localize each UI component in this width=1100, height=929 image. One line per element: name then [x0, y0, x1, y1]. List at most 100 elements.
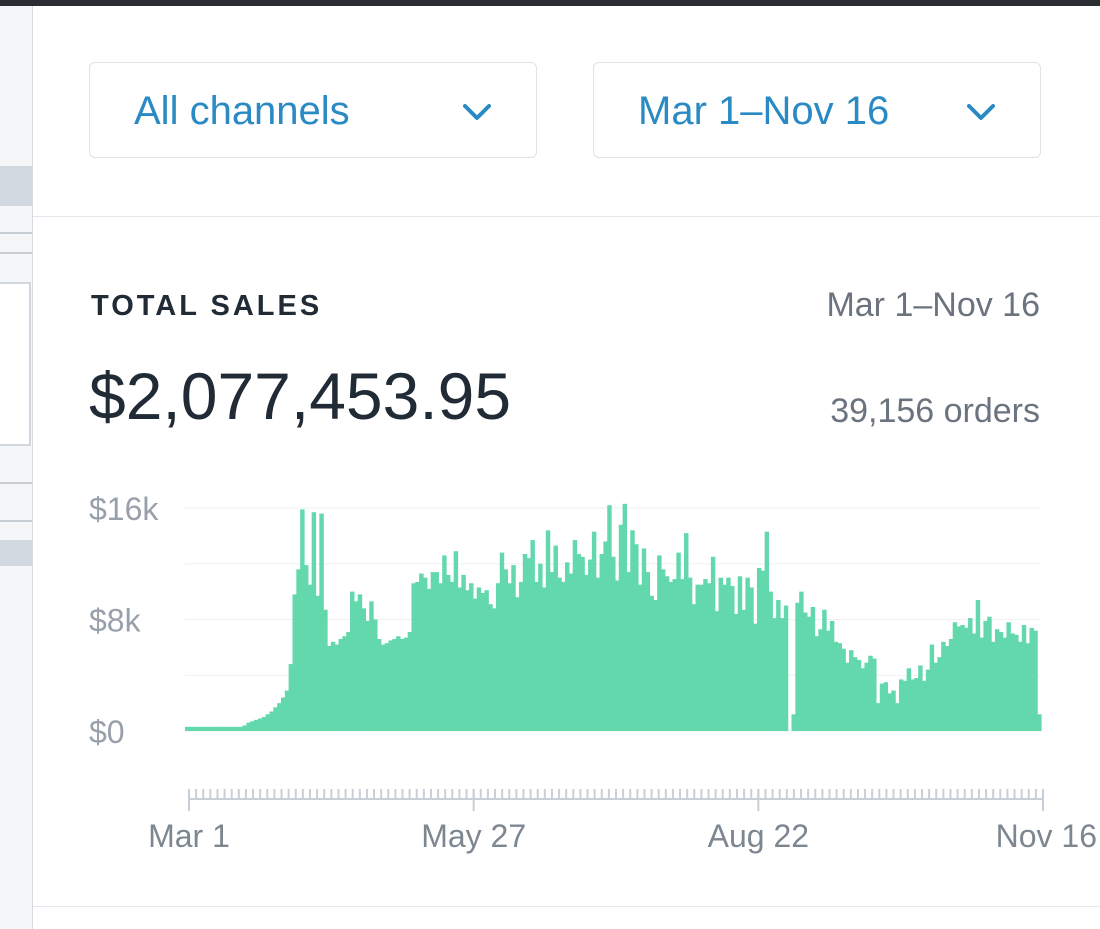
bar [565, 562, 570, 731]
bar [772, 618, 777, 731]
bar-series [185, 503, 1042, 732]
bar [749, 587, 754, 731]
bar [411, 583, 416, 731]
bar [956, 626, 961, 731]
sales-chart-svg: $0 $8k $16k Mar 1 May 27 Aug 22 Nov 16 [89, 491, 1097, 854]
bar [357, 594, 363, 731]
bar [971, 633, 977, 731]
bar [599, 553, 605, 731]
bar [960, 625, 965, 731]
bar [649, 595, 654, 731]
bar [637, 584, 643, 731]
card-title: TOTAL SALES [91, 290, 323, 322]
bar [810, 606, 816, 731]
bar [964, 627, 969, 731]
background-box [0, 282, 31, 446]
bar [680, 579, 685, 731]
bar [929, 644, 935, 731]
bar [1037, 714, 1042, 731]
bar [1002, 637, 1008, 731]
bar [227, 726, 232, 731]
bar [676, 552, 681, 731]
bar [338, 639, 343, 731]
bar [710, 556, 716, 731]
bar [457, 587, 462, 731]
background-line [0, 232, 32, 234]
bar [948, 639, 954, 731]
bar [1021, 625, 1027, 731]
bar [384, 643, 390, 731]
bar [396, 636, 401, 731]
bar [530, 540, 535, 731]
bar [192, 726, 198, 731]
bar [634, 544, 639, 731]
bar [994, 629, 1000, 731]
bar [465, 590, 470, 731]
bar [849, 650, 854, 731]
bar [918, 665, 923, 731]
bar [741, 609, 747, 731]
bar [818, 629, 823, 731]
bar [910, 679, 915, 731]
bar [215, 726, 221, 731]
x-tick-label: Aug 22 [708, 818, 809, 854]
bar [856, 659, 862, 731]
bar [653, 599, 658, 731]
bar [373, 619, 378, 731]
bar [399, 639, 405, 731]
bar [204, 726, 209, 731]
bar [707, 583, 712, 731]
bar [883, 682, 889, 731]
bar [296, 569, 301, 731]
bar [618, 524, 624, 731]
bar [737, 576, 743, 731]
bar [219, 726, 224, 731]
bar [200, 726, 205, 731]
bar [864, 662, 869, 731]
bar [614, 580, 620, 731]
channel-dropdown-label: All channels [134, 89, 350, 133]
bar [534, 581, 539, 731]
bar [837, 643, 842, 731]
bar [277, 703, 282, 732]
bar [887, 693, 892, 731]
bar [492, 608, 497, 731]
bar [188, 726, 194, 731]
card-date-range: Mar 1–Nov 16 [826, 286, 1040, 324]
bar [388, 640, 393, 731]
bar [753, 623, 758, 731]
bar [557, 577, 562, 731]
bar [779, 618, 785, 731]
bar [941, 641, 946, 731]
date-range-dropdown[interactable]: Mar 1–Nov 16 [593, 62, 1041, 158]
bar [273, 707, 278, 731]
bar [745, 577, 750, 731]
x-axis: Mar 1 May 27 Aug 22 Nov 16 [148, 789, 1097, 854]
bar [764, 531, 770, 731]
bar [553, 545, 558, 731]
channel-dropdown[interactable]: All channels [89, 62, 537, 158]
bar [714, 611, 720, 731]
bar [407, 632, 413, 731]
chevron-down-icon [460, 97, 494, 125]
bar [1025, 643, 1031, 731]
bar [223, 726, 228, 731]
bar [875, 703, 881, 732]
background-line [0, 482, 32, 484]
bar [484, 590, 489, 731]
bar [334, 644, 340, 731]
bar [346, 632, 351, 731]
bar [576, 553, 581, 731]
bar [1006, 622, 1011, 731]
bar [476, 587, 482, 731]
bar [522, 553, 528, 731]
bar [1033, 630, 1038, 731]
bar [611, 556, 616, 731]
bar [607, 505, 612, 731]
bar [403, 637, 409, 731]
bar [983, 620, 988, 731]
bar [311, 512, 317, 731]
bar [841, 648, 846, 731]
bar [549, 572, 555, 731]
y-axis-labels: $0 $8k $16k [89, 491, 159, 750]
